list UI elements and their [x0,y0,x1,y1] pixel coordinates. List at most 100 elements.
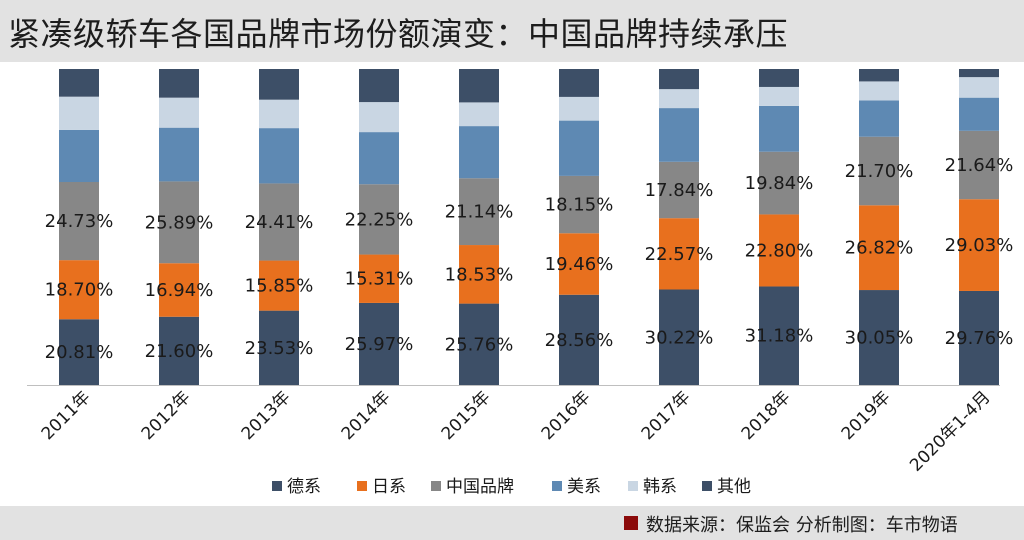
legend-swatch-1 [272,481,282,491]
data-label-8-3: 19.84% [745,173,814,194]
x-tick-labels: 2011年 2012年 2013年 2014年 2015年 2016年 2017年 2018年… [38,387,995,475]
data-labels-layer: 20.81% 18.70% 24.73% 21.60% 16.94% 25.89% 23.5… [45,155,1014,363]
data-label-3-1: 23.53% [245,338,314,359]
data-label-9-2: 26.82% [845,238,914,259]
bar-segment-7-5 [659,89,699,109]
bar-segment-7-2 [659,218,699,290]
bar-segment-9-5 [859,81,899,101]
data-label-3-2: 15.85% [245,276,314,297]
bar-segment-1-6 [59,69,99,97]
legend-label-5: 韩系 [643,477,677,497]
bar-segment-9-6 [859,69,899,82]
bar-segment-4-3 [359,184,399,255]
data-label-4-3: 22.25% [345,209,414,230]
bar-segment-5-3 [459,178,499,246]
bar-segment-1-3 [59,182,99,261]
source-note: 数据来源：保监会 分析制图：车市物语 [646,515,958,536]
data-label-6-1: 28.56% [545,330,614,351]
data-label-4-1: 25.97% [345,334,414,355]
legend-label-6: 其他 [717,477,751,497]
bar-segment-5-2 [459,245,499,304]
data-label-9-1: 30.05% [845,328,914,349]
footer-bar [0,506,1024,540]
bar-segment-10-3 [959,130,999,200]
bar-segment-6-3 [559,175,599,234]
bar-segment-8-6 [759,69,799,87]
bar-segment-4-1 [359,302,399,385]
bars-layer [59,69,999,385]
data-label-2-2: 16.94% [145,280,214,301]
bar-segment-6-4 [559,120,599,176]
bar-segment-8-2 [759,214,799,287]
bar-segment-8-3 [759,151,799,215]
x-tick-label-5: 2015年 [438,387,495,444]
data-label-1-1: 20.81% [45,342,114,363]
data-label-8-1: 31.18% [745,326,814,347]
data-label-7-3: 17.84% [645,180,714,201]
bar-segment-5-1 [459,303,499,385]
data-label-5-3: 21.14% [445,202,514,223]
bar-segment-1-1 [59,319,99,385]
data-label-1-3: 24.73% [45,211,114,232]
legend-label-2: 日系 [372,477,406,497]
x-tick-label-6: 2016年 [538,387,595,444]
bar-segment-3-6 [259,69,299,100]
legend-label-4: 美系 [567,477,601,497]
bar-segment-2-5 [159,97,199,128]
data-label-10-1: 29.76% [945,328,1014,349]
data-label-4-2: 15.31% [345,269,414,290]
chart-title: 紧凑级轿车各国品牌市场份额演变：中国品牌持续承压 [8,15,789,53]
bar-segment-1-5 [59,96,99,130]
legend-swatch-5 [628,481,638,491]
x-tick-label-7: 2017年 [638,387,695,444]
bar-segment-3-2 [259,260,299,311]
bar-segment-8-5 [759,86,799,106]
bar-segment-5-4 [459,126,499,179]
bar-segment-4-2 [359,254,399,303]
bar-segment-3-5 [259,99,299,129]
x-tick-label-9: 2019年 [838,387,895,444]
bar-segment-6-1 [559,294,599,385]
data-label-7-1: 30.22% [645,327,714,348]
source-marker [624,516,638,530]
x-tick-label-8: 2018年 [738,387,795,444]
x-tick-label-2: 2012年 [138,387,195,444]
bar-segment-2-1 [159,316,199,385]
data-label-6-2: 19.46% [545,254,614,275]
data-label-10-2: 29.03% [945,235,1014,256]
bar-segment-6-2 [559,233,599,295]
legend-swatch-3 [431,481,441,491]
bar-segment-1-4 [59,129,99,183]
bar-segment-3-4 [259,128,299,184]
bar-segment-8-4 [759,105,799,152]
bar-segment-7-6 [659,69,699,90]
bar-segment-8-1 [759,286,799,385]
bar-segment-2-4 [159,127,199,182]
bar-segment-4-5 [359,102,399,133]
x-tick-label-3: 2013年 [238,387,295,444]
bar-segment-4-4 [359,132,399,185]
bar-segment-1-2 [59,260,99,320]
legend-label-1: 德系 [287,477,321,497]
bar-segment-7-3 [659,161,699,219]
bar-segment-3-1 [259,310,299,385]
x-tick-label-4: 2014年 [338,387,395,444]
legend-swatch-4 [552,481,562,491]
bar-segment-6-6 [559,69,599,97]
bar-segment-4-6 [359,69,399,103]
bar-segment-2-6 [159,69,199,98]
bar-segment-3-3 [259,183,299,261]
bar-segment-7-4 [659,108,699,162]
bar-segment-10-4 [959,97,999,131]
data-label-1-2: 18.70% [45,280,114,301]
data-label-5-2: 18.53% [445,264,514,285]
data-label-6-3: 18.15% [545,195,614,216]
bar-segment-6-5 [559,96,599,121]
bar-segment-10-6 [959,69,999,78]
legend-swatch-2 [357,481,367,491]
bar-segment-9-3 [859,136,899,206]
data-label-2-1: 21.60% [145,341,214,362]
data-label-2-3: 25.89% [145,212,214,233]
